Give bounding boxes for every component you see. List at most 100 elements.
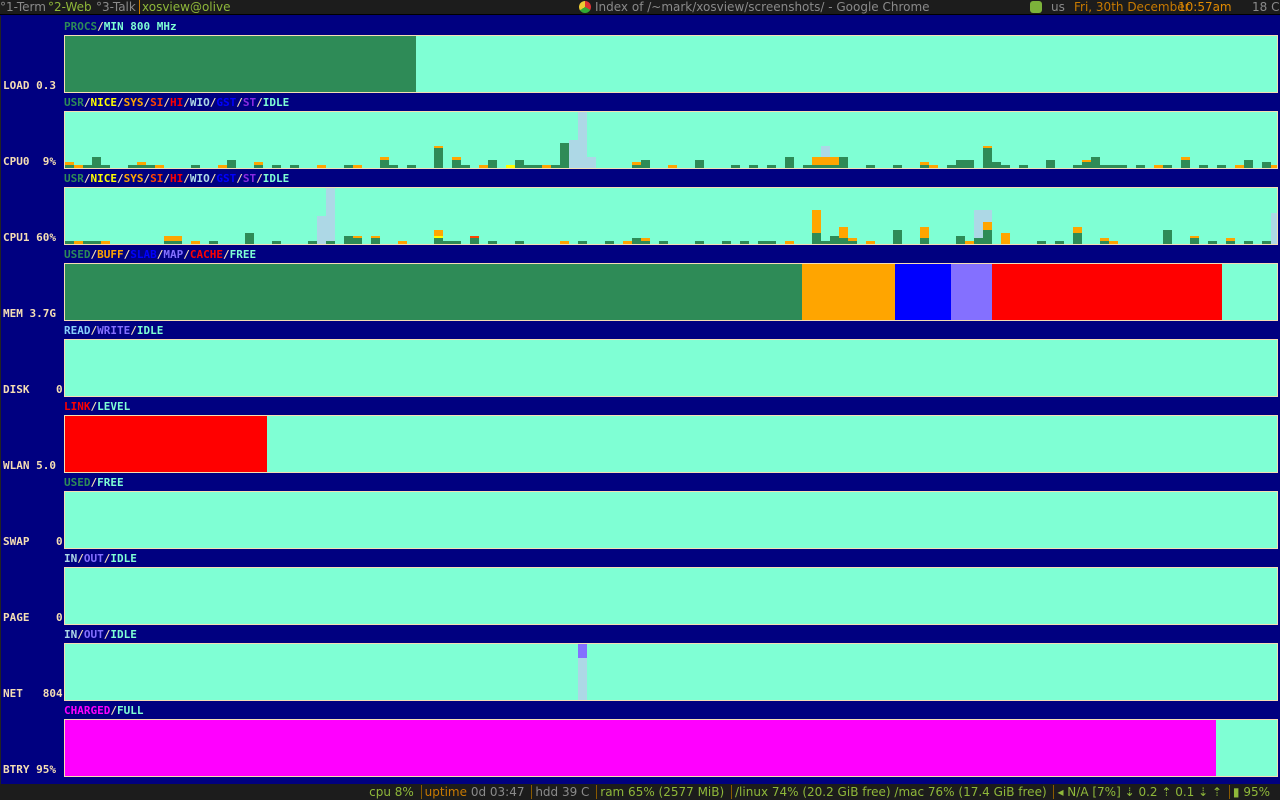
legend-separator: / (183, 248, 190, 261)
cpu1-history-usr (1244, 241, 1253, 244)
cpu1-history-usr (173, 241, 182, 244)
cpu1-history-usr (920, 238, 929, 244)
cpu0-history-usr (821, 165, 830, 168)
cpu1-history-sys (1001, 232, 1010, 244)
cpu0-history-sys (218, 165, 227, 168)
legend-item: FREE (229, 248, 257, 261)
cpu0-history-usr (893, 165, 902, 168)
workspace-1[interactable]: °1-Term (0, 0, 46, 14)
legend-item: FREE (97, 476, 124, 489)
cpu0-history-usr (515, 159, 524, 168)
cpu0-history-sys (380, 156, 389, 160)
disk-bar (64, 339, 1278, 397)
legend-separator: / (256, 172, 263, 185)
net-history-in (578, 658, 587, 700)
net-legend: IN/OUT/IDLE (64, 628, 137, 642)
cpu1-history-sys (812, 210, 821, 233)
cpu0-history-sys (353, 165, 362, 168)
cpu1-history-usr (371, 238, 380, 244)
legend-separator: / (83, 96, 91, 109)
legend-separator: / (163, 172, 170, 185)
cpu0-history-usr (1118, 165, 1127, 168)
mem-segment-slab (895, 264, 951, 320)
cpu0-history-sys (983, 145, 992, 149)
cpu0-history-usr (839, 156, 848, 168)
meter-load: PROCS/MIN 800 MHz LOAD 0.3 (1, 18, 1280, 94)
wlan-bar (64, 415, 1278, 473)
legend-item: SI (150, 96, 164, 109)
legend-item: SYS (123, 172, 144, 185)
cpu1-history-sys (920, 227, 929, 239)
meter-swap: USED/FREE SWAP 0 (1, 474, 1280, 550)
meter-mem: USED/BUFF/SLAB/MAP/CACHE/FREE MEM 3.7G (1, 246, 1280, 322)
cpu1-history-sys (785, 241, 794, 244)
cpu1-history-sys (839, 227, 848, 239)
cpu0-history-usr (983, 148, 992, 168)
cpu0-legend: USR/NICE/SYS/SI/HI/WIO/GST/ST/IDLE (64, 96, 289, 110)
legend-separator: / (77, 628, 84, 641)
legend-separator: / (143, 172, 151, 185)
legend-separator: / (143, 96, 151, 109)
cpu1-history-sys (1190, 235, 1199, 239)
status-arrows-icon: ⇣ ⇡ (1198, 785, 1223, 799)
cpu1-history-usr (434, 238, 443, 244)
cpu0-history-usr (731, 165, 740, 168)
legend-item: BUFF (97, 248, 124, 261)
window-title: xosview@olive (139, 0, 230, 14)
status-uptime: 0d 03:47 (470, 785, 525, 799)
cpu0-history-sys (1235, 165, 1244, 168)
cpu0-history-usr (101, 165, 110, 168)
btry-legend: CHARGED/FULL (64, 704, 143, 718)
cpu1-history-usr (659, 241, 668, 244)
wlan-legend: LINK/LEVEL (64, 400, 130, 414)
legend-item: PROCS (64, 20, 98, 33)
legend-item: IDLE (110, 628, 137, 641)
cpu0-history-usr (830, 165, 839, 168)
disk-legend: READ/WRITE/IDLE (64, 324, 163, 338)
cpu0-history-usr (533, 165, 542, 168)
cpu0-history-usr (695, 159, 704, 168)
cpu0-history-sys (920, 162, 929, 166)
status-uptime-label: uptime (420, 785, 467, 799)
status-net-up: ⇡ 0.1 (1161, 785, 1195, 799)
net-label: NET 804 (3, 687, 63, 700)
status-volume[interactable]: ◂ N/A [7%] (1053, 785, 1121, 799)
legend-item: SYS (123, 96, 144, 109)
meter-wlan: LINK/LEVEL WLAN 5.0 (1, 398, 1280, 474)
cpu0-history-sys (452, 156, 461, 160)
cpu1-history-sys (101, 241, 110, 244)
cpu1-history-usr (488, 241, 497, 244)
keyboard-layout[interactable]: us (1051, 0, 1065, 14)
cpu1-history-usr (740, 241, 749, 244)
cpu1-history-usr (839, 238, 848, 244)
cpu0-history-usr (1001, 165, 1010, 168)
legend-separator: / (117, 172, 124, 185)
btry-segment-charged (65, 720, 1217, 776)
cpu0-history-usr (1136, 165, 1145, 168)
cpu1-history-usr (695, 241, 704, 244)
legend-item: ST (242, 172, 257, 185)
cpu0-history-usr (488, 159, 497, 168)
cpu0-history-usr (524, 165, 533, 168)
cpu0-history-usr (461, 165, 470, 168)
cpu1-history-usr (578, 241, 587, 244)
cpu1-history-wio (974, 210, 983, 239)
cpu1-history-wio (317, 216, 326, 244)
cpu1-history-usr (1226, 241, 1235, 244)
legend-item: MIN 800 MHz (103, 20, 177, 33)
cpu1-history-usr (326, 241, 335, 244)
cpu1-history-sys (848, 238, 857, 242)
load-label: LOAD 0.3 (3, 79, 56, 92)
legend-separator: / (90, 324, 98, 337)
load-bar (64, 35, 1278, 93)
workspace-2[interactable]: °2-Web (48, 0, 92, 14)
cpu0-history-usr (920, 165, 929, 168)
legend-item: OUT (83, 552, 104, 565)
mem-bar (64, 263, 1278, 321)
legend-item: USED (64, 248, 91, 261)
cpu1-history-usr (452, 241, 461, 244)
active-app-title[interactable]: Index of /~mark/xosview/screenshots/ - G… (595, 0, 930, 14)
mem-label: MEM 3.7G (3, 307, 56, 320)
cpu0-history-sys (830, 156, 839, 166)
workspace-3[interactable]: °3-Talk (96, 0, 136, 14)
